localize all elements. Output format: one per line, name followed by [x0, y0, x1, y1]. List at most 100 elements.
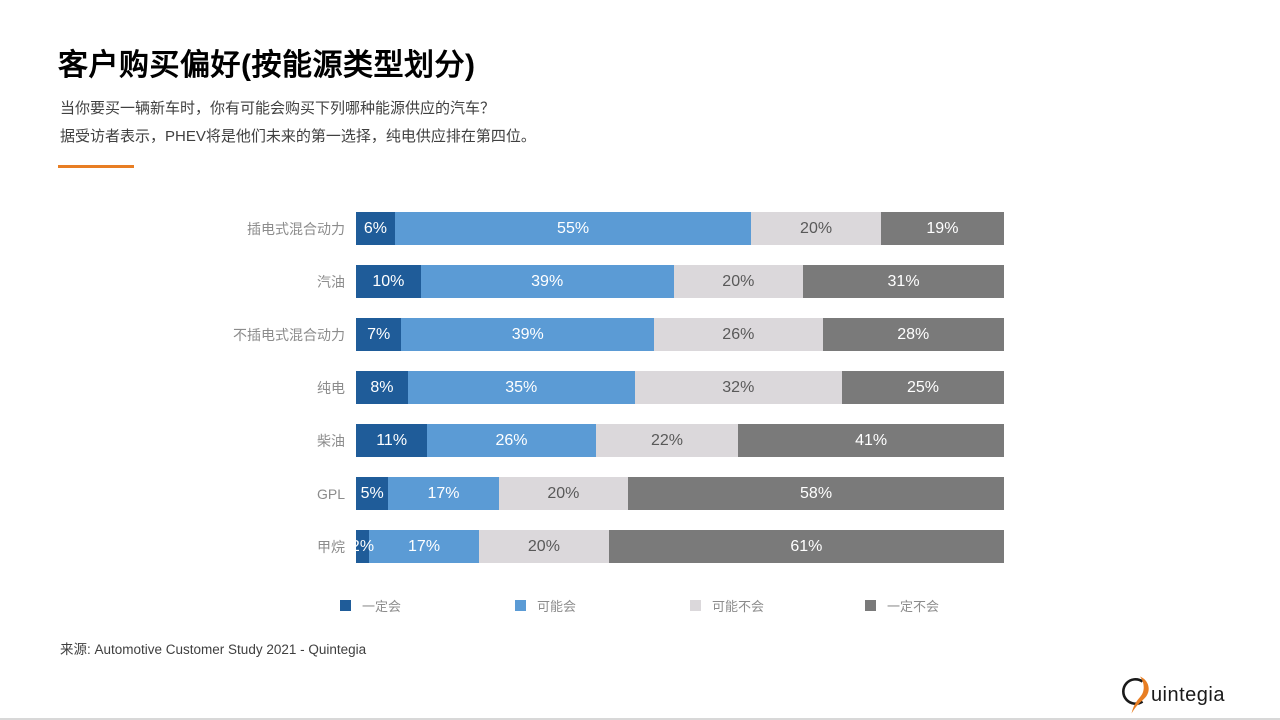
- accent-underline: [58, 165, 134, 168]
- bar-segment: 17%: [388, 477, 499, 510]
- quintegia-logo-text: uintegia: [1150, 684, 1225, 706]
- chart-row: 纯电 8% 35% 32% 25%: [60, 371, 1004, 404]
- bar-segment: 17%: [368, 530, 480, 563]
- bar-segment: 26%: [654, 318, 823, 351]
- category-label: 汽油: [317, 273, 345, 290]
- bar-track: 8% 35% 32% 25%: [356, 371, 1004, 404]
- chart-row: 甲烷 2% 17% 20% 61%: [60, 530, 1004, 563]
- legend-item: 一定不会: [865, 596, 1040, 615]
- chart-row: 汽油 10% 39% 20% 31%: [60, 265, 1004, 298]
- bar-segment: 39%: [420, 265, 674, 298]
- bar-value-label: 41%: [855, 431, 888, 449]
- bar-segment: 39%: [401, 318, 655, 351]
- legend-swatch: [515, 600, 526, 611]
- category-label: 柴油: [317, 432, 345, 449]
- bar-segment: 20%: [673, 265, 804, 298]
- bar-segment: 10%: [356, 265, 421, 298]
- bar-segment: 20%: [751, 212, 881, 245]
- chart-row: 柴油 11% 26% 22% 41%: [60, 424, 1004, 457]
- bar-value-label: 10%: [372, 272, 405, 290]
- bar-segment: 11%: [356, 424, 428, 457]
- bar-segment: 32%: [634, 371, 842, 404]
- bar-value-label: 55%: [557, 219, 590, 237]
- bar-track: 6% 55% 20% 19%: [356, 212, 1004, 245]
- quintegia-logo: uintegia: [1114, 672, 1225, 718]
- bar-value-label: 39%: [531, 272, 564, 290]
- category-label: GPL: [316, 485, 345, 502]
- bar-segment: 22%: [595, 424, 739, 457]
- bar-value-label: 31%: [887, 272, 920, 290]
- bar-segment: 58%: [628, 477, 1004, 510]
- bar-segment: 28%: [822, 318, 1004, 351]
- bar-segment: 25%: [841, 371, 1004, 404]
- category-label: 插电式混合动力: [247, 220, 345, 237]
- bar-value-label: 61%: [790, 537, 823, 555]
- legend-swatch: [690, 600, 701, 611]
- legend-swatch: [340, 600, 351, 611]
- bar-value-label: 20%: [527, 537, 560, 555]
- bar-value-label: 20%: [547, 484, 580, 502]
- bar-segment: 26%: [427, 424, 596, 457]
- bar-segment: 6%: [356, 212, 395, 245]
- bar-segment: 55%: [394, 212, 752, 245]
- bar-value-label: 17%: [427, 484, 460, 502]
- bar-value-label: 39%: [511, 325, 544, 343]
- bar-value-label: 25%: [906, 378, 939, 396]
- bar-value-label: 6%: [363, 219, 387, 237]
- bar-value-label: 20%: [722, 272, 755, 290]
- bar-value-label: 17%: [408, 537, 441, 555]
- subtitle-line-1: 当你要买一辆新车时，你有可能会购买下列哪种能源供应的汽车？: [60, 100, 496, 117]
- bar-track: 2% 17% 20% 61%: [351, 530, 1004, 563]
- bar-value-label: 8%: [370, 378, 394, 396]
- quintegia-logo-q-icon: [1114, 672, 1154, 718]
- bar-value-label: 5%: [360, 484, 384, 502]
- bar-segment: 7%: [356, 318, 402, 351]
- bar-segment: 61%: [608, 530, 1004, 563]
- bar-value-label: 58%: [800, 484, 833, 502]
- bar-value-label: 7%: [367, 325, 391, 343]
- source-note: 来源: Automotive Customer Study 2021 - Qui…: [60, 642, 367, 657]
- legend-item: 一定会: [340, 596, 515, 615]
- bar-value-label: 35%: [505, 378, 538, 396]
- bar-value-label: 20%: [800, 219, 833, 237]
- bar-track: 5% 17% 20% 58%: [356, 477, 1004, 510]
- bar-value-label: 19%: [926, 219, 959, 237]
- legend-label: 可能不会: [712, 599, 765, 614]
- category-label: 甲烷: [317, 538, 345, 555]
- bar-value-label: 22%: [650, 431, 684, 449]
- legend-label: 可能会: [537, 599, 577, 614]
- category-label: 不插电式混合动力: [233, 326, 345, 343]
- bar-value-label: 2%: [350, 537, 375, 555]
- bar-segment: 20%: [498, 477, 629, 510]
- legend-label: 一定不会: [887, 599, 940, 614]
- bar-value-label: 28%: [897, 325, 930, 343]
- bar-segment: 20%: [479, 530, 609, 563]
- bar-value-label: 26%: [495, 431, 528, 449]
- chart-row: 不插电式混合动力 7% 39% 26% 28%: [60, 318, 1004, 351]
- bar-value-label: 32%: [722, 378, 755, 396]
- page-title: 客户购买偏好(按能源类型划分): [58, 49, 476, 82]
- bar-segment: 8%: [356, 371, 408, 404]
- chart-row: GPL 5% 17% 20% 58%: [60, 477, 1004, 510]
- legend-item: 可能会: [515, 596, 690, 615]
- legend-item: 可能不会: [690, 596, 865, 615]
- category-label: 纯电: [317, 379, 345, 396]
- legend-label: 一定会: [362, 599, 402, 614]
- bar-track: 10% 39% 20% 31%: [356, 265, 1004, 298]
- bar-segment: 2%: [351, 530, 374, 563]
- chart-row: 插电式混合动力 6% 55% 20% 19%: [60, 212, 1004, 245]
- bar-value-label: 11%: [376, 431, 408, 449]
- bar-segment: 35%: [407, 371, 635, 404]
- chart-legend: 一定会 可能会 可能不会 一定不会: [340, 596, 1040, 615]
- subtitle-line-2: 据受访者表示，PHEV将是他们未来的第一选择，纯电供应排在第四位。: [60, 128, 536, 145]
- legend-swatch: [865, 600, 876, 611]
- bar-track: 7% 39% 26% 28%: [356, 318, 1004, 351]
- bar-segment: 5%: [356, 477, 389, 510]
- bar-segment: 19%: [880, 212, 1004, 245]
- stacked-bar-chart: 插电式混合动力 6% 55% 20% 19% 汽油 10% 39% 20% 31% 不插电式混合动力…: [60, 212, 1004, 583]
- bar-value-label: 26%: [722, 325, 755, 343]
- bar-segment: 41%: [738, 424, 1004, 457]
- bar-track: 11% 26% 22% 41%: [356, 424, 1004, 457]
- bar-segment: 31%: [803, 265, 1004, 298]
